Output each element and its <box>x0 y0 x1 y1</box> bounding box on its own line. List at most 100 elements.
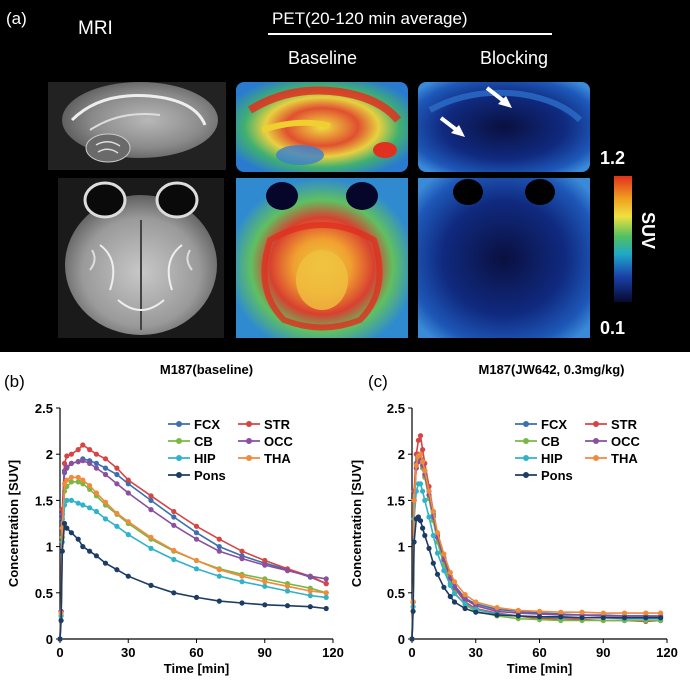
chart-b-point-occ <box>262 562 268 568</box>
chart-b-series-cb <box>57 479 329 642</box>
chart-b-point-pons <box>262 602 268 608</box>
chart-b-point-tha <box>68 474 74 480</box>
chart-b-point-occ <box>68 460 74 466</box>
chart-c-legend-label-fcx: FCX <box>541 417 567 432</box>
chart-b-legend: FCX STR CB OCC HIP THA Pons <box>168 417 294 483</box>
chart-c-legend-label-tha: THA <box>611 451 638 466</box>
chart-b-point-hip <box>216 573 222 579</box>
chart-b-point-occ <box>102 471 109 478</box>
chart-c-point-pons <box>410 608 416 614</box>
chart-b-point-cb <box>75 479 81 485</box>
chart-c-point-tha <box>558 609 564 615</box>
chart-b-point-pons <box>284 603 291 609</box>
chart-b-point-pons <box>75 536 81 542</box>
chart-c-y-tick-label: 2 <box>398 447 405 462</box>
panel-a-label: (a) <box>6 9 27 28</box>
chart-b-point-tha <box>102 499 109 505</box>
chart-c-point-pons <box>462 605 468 612</box>
chart-c-point-pons <box>441 584 447 590</box>
chart-c-legend-marker-str <box>593 421 599 427</box>
chart-b-point-occ <box>193 536 200 542</box>
baseline-label: Baseline <box>288 48 357 68</box>
chart-b-point-hip <box>114 523 120 529</box>
chart-c-point-occ <box>462 596 468 602</box>
chart-c-legend-marker-fcx <box>523 421 529 427</box>
imaging-figure: (a) MRI PET(20-120 min average) Baseline… <box>6 9 658 338</box>
chart-b-point-fcx <box>193 530 200 536</box>
chart-b-point-tha <box>262 579 268 585</box>
chart-b-point-str <box>193 523 200 529</box>
chart-b-series-line-occ <box>59 459 327 640</box>
chart-c-point-pons <box>430 560 436 566</box>
chart-b-legend-label-str: STR <box>264 417 291 432</box>
chart-c-point-hip <box>417 481 424 487</box>
chart-c-point-pons <box>658 615 664 621</box>
chart-b-point-hip <box>80 502 86 508</box>
chart-c-point-hip <box>451 591 458 597</box>
chart-b-point-str <box>239 548 245 554</box>
chart-b-point-str <box>148 493 154 499</box>
chart-b-point-pons <box>93 553 99 559</box>
chart-b-point-str <box>114 465 120 471</box>
chart-b-point-hip <box>171 556 177 563</box>
chart-b-point-pons <box>64 525 70 531</box>
chart-b-series-fcx <box>57 456 329 642</box>
chart-b-point-pons <box>307 604 313 610</box>
mri-axial-image <box>58 178 224 338</box>
chart-c-point-pons <box>600 615 606 621</box>
chart-c-point-hip <box>426 514 432 520</box>
chart-b-point-hip <box>75 500 81 506</box>
chart-c-point-pons <box>643 615 649 621</box>
chart-b-point-fcx <box>93 460 99 466</box>
chart-c-point-tha <box>494 605 500 611</box>
chart-c-point-tha <box>515 607 521 613</box>
chart-b-point-hip <box>148 545 154 551</box>
chart-c-point-pons <box>451 599 458 605</box>
chart-b-x-tick-label: 60 <box>189 645 203 660</box>
imaging-panel: (a) MRI PET(20-120 min average) Baseline… <box>0 0 690 352</box>
chart-c-point-tha <box>426 488 432 494</box>
chart-c-x-tick-label: 90 <box>596 645 610 660</box>
chart-b-point-tha <box>148 534 154 540</box>
chart-b-legend-label-tha: THA <box>264 451 291 466</box>
chart-c-point-hip <box>422 497 428 503</box>
chart-b-point-pons <box>125 573 131 579</box>
chart-c-point-pons <box>621 615 628 621</box>
chart-c-point-tha <box>451 579 458 585</box>
chart-b-point-pons <box>61 520 68 527</box>
chart-b-point-str <box>323 581 329 587</box>
chart-b-y-tick-label: 2 <box>46 447 53 462</box>
chart-b-point-occ <box>125 490 131 496</box>
chart-b-point-hip <box>125 532 131 538</box>
chart-c-y-label: Concentration [SUV] <box>349 460 364 587</box>
chart-b-point-hip <box>307 593 313 599</box>
chart-c-point-hip <box>430 532 436 539</box>
chart-c-legend-label-occ: OCC <box>611 434 641 449</box>
chart-b-y-tick-label: 1 <box>46 540 53 555</box>
chart-b-point-str <box>75 447 81 453</box>
chart-b-point-tha <box>216 567 222 573</box>
chart-b-point-str <box>125 477 131 483</box>
chart-b-legend-label-cb: CB <box>194 434 213 449</box>
chart-c-point-hip <box>434 550 441 556</box>
chart-b-point-fcx <box>148 497 154 503</box>
chart-c-point-tha <box>643 610 649 616</box>
chart-b-point-fcx <box>125 481 131 487</box>
chart-b-point-fcx <box>114 471 120 478</box>
chart-b-point-cb <box>68 479 74 485</box>
chart-c-point-str <box>417 433 424 439</box>
chart-c-point-tha <box>447 569 453 576</box>
chart-c-point-hip <box>441 568 447 574</box>
chart-b-point-pons <box>102 560 109 566</box>
chart-c-x-tick-label: 60 <box>532 645 546 660</box>
chart-c-point-tha <box>600 610 606 616</box>
chart-b-y-tick-label: 0 <box>46 632 53 647</box>
chart-b-point-tha <box>125 519 131 525</box>
chart-b-point-cb <box>80 481 86 487</box>
chart-c-point-tha <box>430 508 436 515</box>
chart-b-point-str <box>93 451 99 457</box>
chart-b-legend-label-pons: Pons <box>194 468 226 483</box>
chart-c-point-hip <box>420 488 426 494</box>
chart-c-point-tha <box>462 592 468 598</box>
chart-c-point-tha <box>658 610 664 616</box>
